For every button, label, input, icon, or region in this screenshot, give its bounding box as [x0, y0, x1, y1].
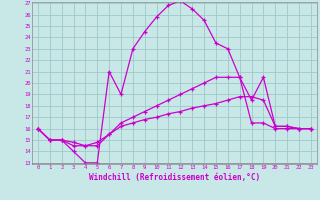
X-axis label: Windchill (Refroidissement éolien,°C): Windchill (Refroidissement éolien,°C) — [89, 173, 260, 182]
